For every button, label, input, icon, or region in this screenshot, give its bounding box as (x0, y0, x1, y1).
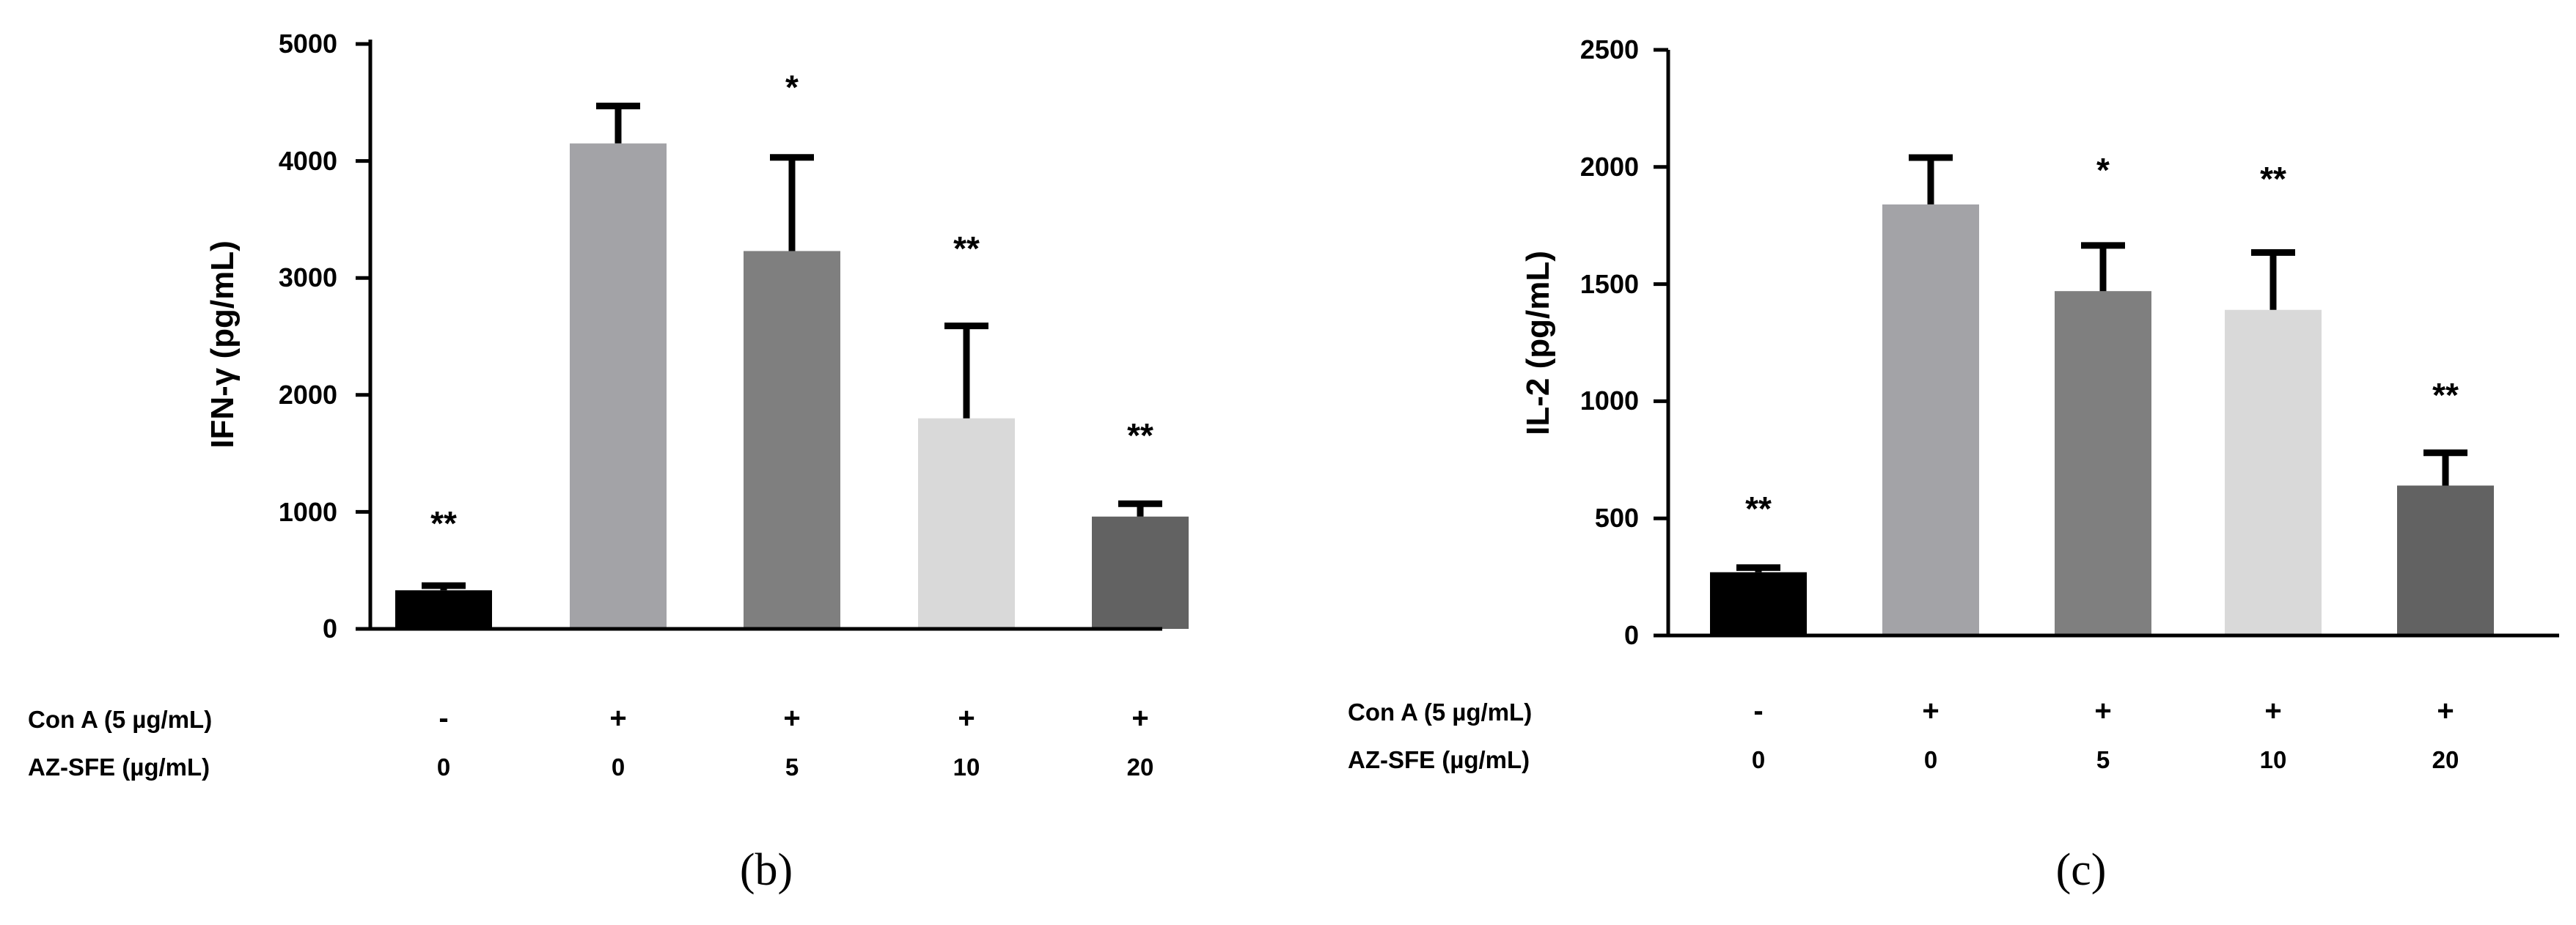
error-bar-c-1 (1909, 154, 1953, 204)
bar-b-2 (744, 251, 840, 629)
condition-value-c-1-0: 0 (1752, 746, 1765, 773)
bar-c-2 (2055, 291, 2151, 635)
condition-value-c-1-4: 20 (2432, 746, 2459, 773)
condition-value-b-1-1: 0 (612, 753, 625, 781)
condition-value-b-0-4: + (1131, 702, 1148, 734)
bar-c-4 (2397, 485, 2494, 635)
bar-b-1 (570, 143, 667, 629)
error-bar-b-2 (770, 154, 814, 251)
y-tick-label-c-5: 2500 (1580, 34, 1639, 65)
condition-value-b-0-1: + (609, 702, 626, 734)
bar-b-4 (1092, 516, 1189, 629)
condition-value-c-1-3: 10 (2260, 746, 2287, 773)
condition-label-b-0: Con A (5 µg/mL) (28, 706, 212, 733)
y-tick-label-b-4: 4000 (279, 146, 337, 176)
bar-b-0 (395, 590, 492, 629)
error-bar-c-4 (2423, 449, 2467, 486)
error-bar-b-0 (422, 582, 466, 591)
condition-value-c-0-3: + (2264, 695, 2281, 727)
plot-area-c (1654, 48, 2494, 638)
condition-value-c-0-2: + (2094, 695, 2111, 727)
bar-c-1 (1882, 204, 1979, 635)
condition-value-b-0-2: + (783, 702, 800, 734)
plot-area-b (356, 42, 1189, 631)
error-bar-b-4 (1118, 500, 1162, 517)
condition-label-b-1: AZ-SFE (µg/mL) (28, 753, 210, 781)
error-bar-b-1 (596, 103, 640, 144)
chart-panel-b: IFN-γ (pg/mL) 0 1000 2000 3000 4000 5000… (28, 29, 1189, 895)
condition-label-c-1: AZ-SFE (µg/mL) (1348, 746, 1530, 773)
condition-value-b-1-3: 10 (953, 753, 980, 781)
bar-b-3 (918, 418, 1015, 629)
y-tick-label-b-2: 2000 (279, 380, 337, 410)
condition-value-b-1-0: 0 (437, 753, 450, 781)
significance-label-b-3: ** (953, 229, 980, 268)
y-tick-label-c-1: 500 (1595, 503, 1639, 533)
significance-label-c-2: * (2096, 151, 2110, 189)
panel-label-c: (c) (2056, 845, 2107, 895)
bar-c-3 (2225, 309, 2322, 635)
significance-label-b-0: ** (430, 504, 457, 542)
condition-value-c-1-1: 0 (1924, 746, 1937, 773)
condition-value-c-0-0: - (1753, 695, 1763, 727)
y-tick-label-c-3: 1500 (1580, 269, 1639, 299)
error-bar-c-2 (2081, 242, 2125, 292)
condition-label-c-0: Con A (5 µg/mL) (1348, 699, 1532, 726)
condition-value-c-1-2: 5 (2096, 746, 2110, 773)
y-tick-label-b-5: 5000 (279, 29, 337, 59)
y-tick-label-c-2: 1000 (1580, 386, 1639, 416)
y-tick-label-c-4: 2000 (1580, 152, 1639, 182)
condition-value-c-0-4: + (2437, 695, 2454, 727)
y-tick-label-b-1: 1000 (279, 497, 337, 527)
y-tick-label-b-0: 0 (323, 613, 337, 644)
condition-value-b-0-0: - (438, 702, 448, 734)
condition-value-b-0-3: + (958, 702, 975, 734)
significance-label-b-4: ** (1127, 416, 1153, 454)
y-axis-label-b: IFN-γ (pg/mL) (205, 240, 241, 449)
condition-value-b-1-2: 5 (785, 753, 799, 781)
panel-label-b: (b) (740, 845, 793, 895)
y-tick-label-b-3: 3000 (279, 262, 337, 292)
bar-c-0 (1710, 572, 1807, 635)
significance-label-b-2: * (785, 68, 799, 106)
significance-label-c-3: ** (2260, 160, 2286, 198)
error-bar-b-3 (944, 323, 988, 419)
chart-panel-c: IL-2 (pg/mL) 0 500 1000 1500 2000 2500 *… (1348, 34, 2559, 895)
y-axis-label-c: IL-2 (pg/mL) (1520, 251, 1556, 435)
significance-label-c-4: ** (2432, 376, 2459, 414)
condition-value-c-0-1: + (1922, 695, 1939, 727)
y-tick-label-c-0: 0 (1624, 620, 1639, 650)
significance-label-c-0: ** (1745, 490, 1772, 528)
error-bar-c-3 (2251, 248, 2295, 310)
condition-value-b-1-4: 20 (1127, 753, 1154, 781)
error-bar-c-0 (1736, 564, 1780, 572)
